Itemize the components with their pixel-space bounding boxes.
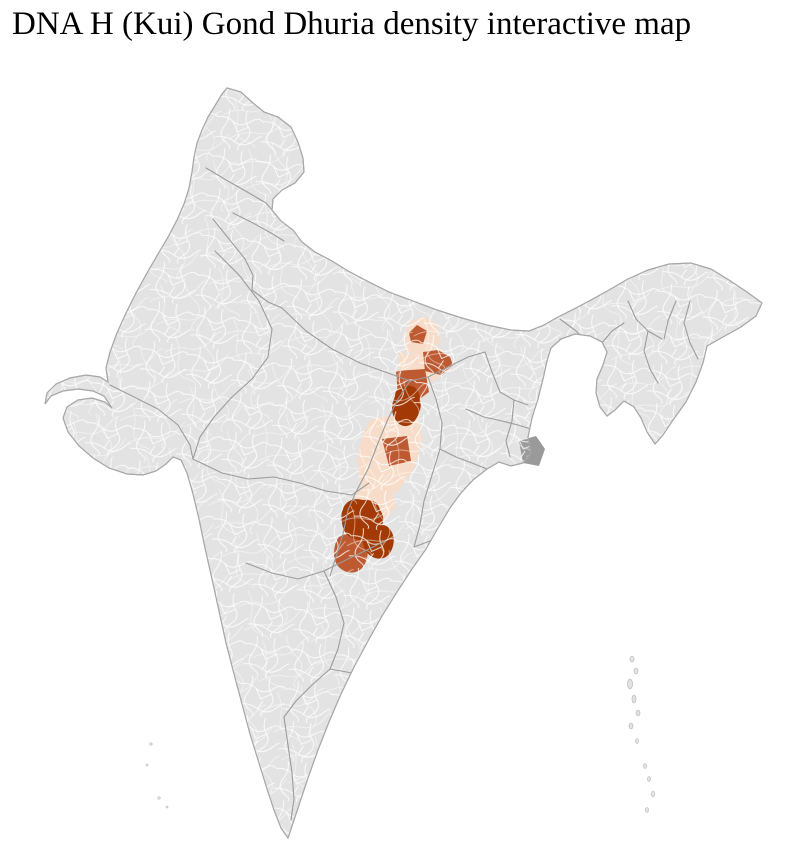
- state-border-line: [643, 330, 659, 384]
- state-border-line: [663, 300, 677, 340]
- state-border-line: [192, 458, 370, 496]
- state-border-line: [205, 167, 273, 211]
- district-mesh-overlay-2: [45, 88, 762, 838]
- state-border-line: [283, 668, 331, 718]
- andaman-nicobar-islands: [627, 655, 655, 813]
- state-border-line: [281, 307, 486, 382]
- state-border-line: [627, 300, 663, 340]
- state-border-line: [601, 322, 625, 344]
- state-border-line: [329, 509, 349, 577]
- state-border-line: [484, 351, 529, 406]
- state-border-line: [505, 399, 515, 458]
- state-border-line: [283, 716, 295, 821]
- state-border-line: [413, 376, 443, 548]
- india-outline-stroke: [44, 87, 763, 840]
- state-border-line: [465, 408, 532, 430]
- lakshadweep-islands: [145, 742, 169, 809]
- state-border-line: [109, 384, 194, 460]
- page-title: DNA H (Kui) Gond Dhuria density interact…: [12, 6, 692, 42]
- state-border-line: [192, 250, 273, 460]
- state-border-line: [232, 212, 285, 242]
- state-border-line: [439, 448, 488, 470]
- state-border-line: [683, 300, 699, 360]
- state-border-line: [212, 218, 254, 291]
- state-border-line: [559, 338, 601, 346]
- state-border-line: [323, 570, 345, 670]
- state-border-line: [251, 289, 283, 309]
